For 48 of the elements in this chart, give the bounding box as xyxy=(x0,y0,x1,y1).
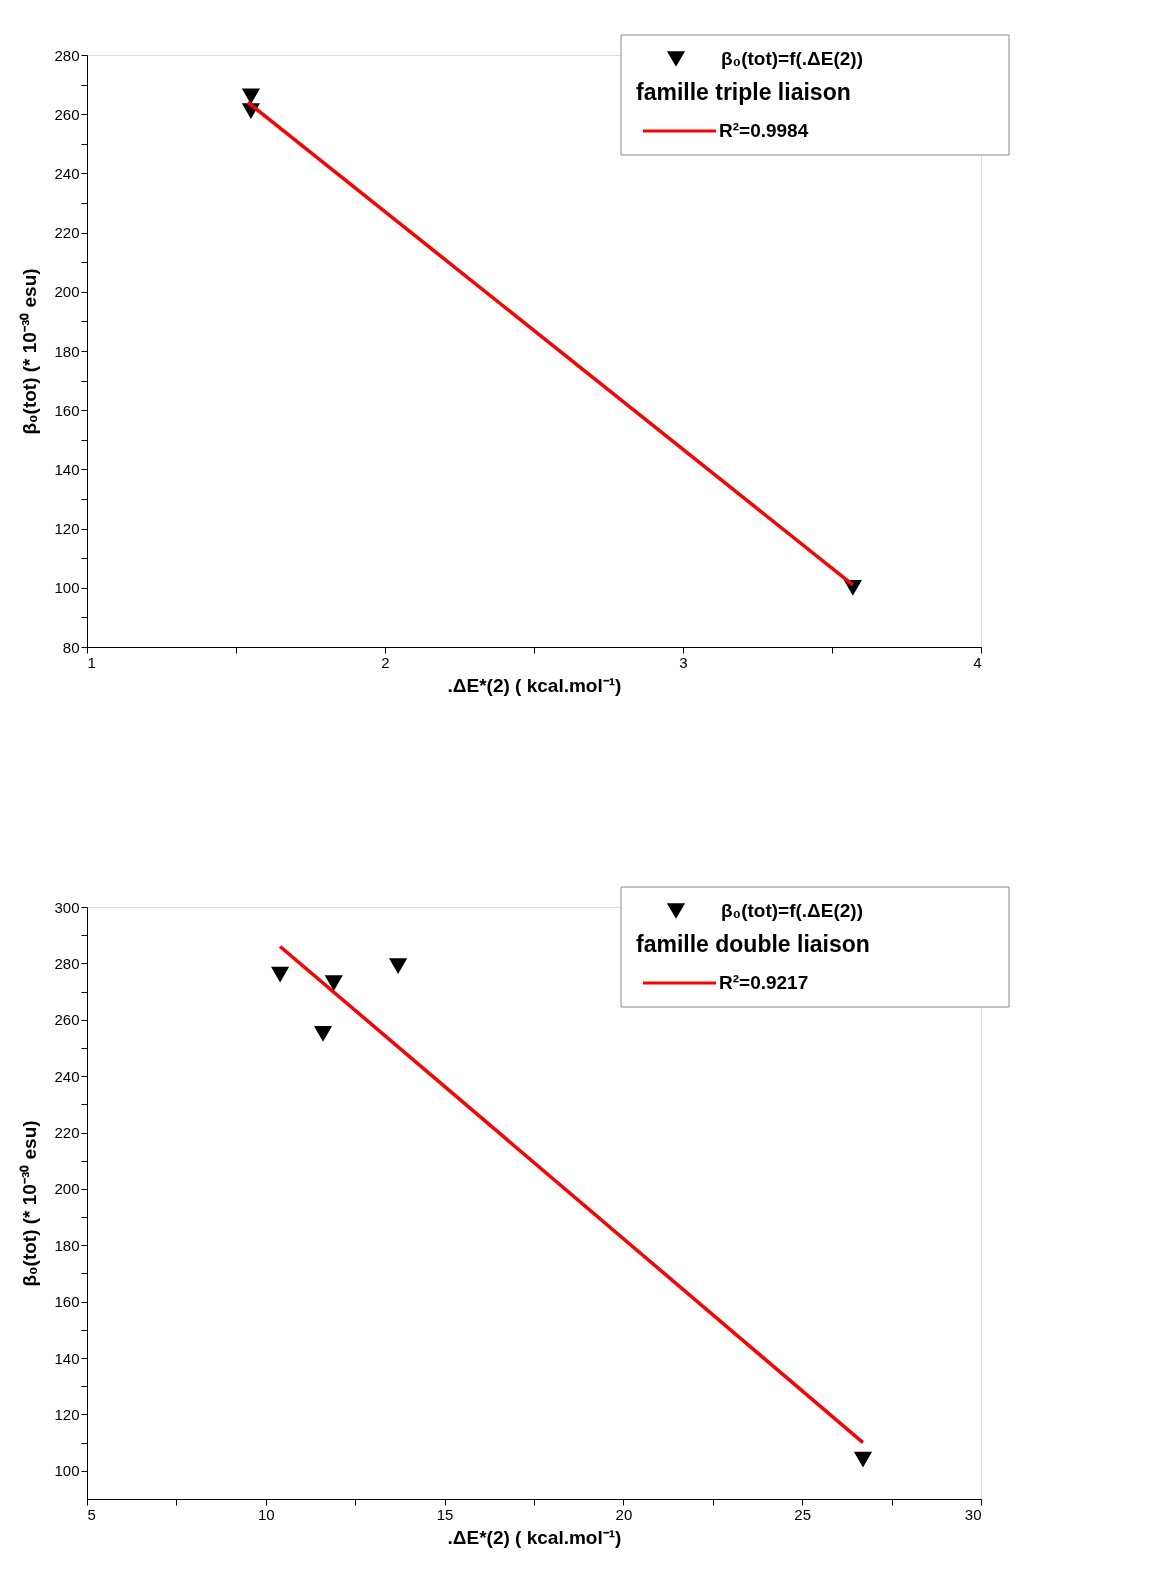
y-axis-title: β₀(tot) (* 10⁻³⁰ esu) xyxy=(19,268,41,435)
y-tick-label: 200 xyxy=(54,1180,80,1198)
y-axis-title: β₀(tot) (* 10⁻³⁰ esu) xyxy=(19,1120,41,1287)
point xyxy=(853,1451,873,1468)
y-tick-label: 280 xyxy=(54,954,80,972)
y-tick-label: 300 xyxy=(54,898,80,916)
y-tick-label: 120 xyxy=(54,1405,80,1423)
x-tick-label: 2 xyxy=(381,653,390,671)
y-tick-label: 220 xyxy=(54,1124,80,1142)
point xyxy=(313,1025,333,1042)
legend-title: famille triple liaison xyxy=(636,79,851,105)
y-tick-label: 280 xyxy=(54,46,80,64)
point xyxy=(389,958,408,975)
point xyxy=(271,966,290,983)
y-tick-label: 240 xyxy=(54,164,80,182)
x-tick-label: 3 xyxy=(679,653,688,671)
x-tick-label: 5 xyxy=(87,1505,96,1523)
x-tick-label: 15 xyxy=(436,1505,454,1523)
x-tick-label: 1 xyxy=(87,653,96,671)
x-axis-title: .ΔE*(2) ( kcal.mol⁻¹) xyxy=(447,674,622,696)
y-tick-label: 180 xyxy=(54,342,80,360)
y-tick-label: 260 xyxy=(54,1011,80,1029)
x-tick-label: 25 xyxy=(794,1505,812,1523)
point xyxy=(324,975,343,991)
y-tick-label: 160 xyxy=(54,401,80,419)
legend-title: famille double liaison xyxy=(636,931,870,957)
legend-label: β₀(tot)=f(.ΔE(2)) xyxy=(721,900,863,921)
x-tick-label: 30 xyxy=(964,1505,982,1523)
y-tick-label: 140 xyxy=(54,460,80,478)
legend-label: β₀(tot)=f(.ΔE(2)) xyxy=(721,48,863,69)
y-tick-label: 240 xyxy=(54,1067,80,1085)
y-tick-label: 100 xyxy=(54,1462,80,1480)
y-tick-label: 80 xyxy=(62,638,80,656)
y-tick-label: 100 xyxy=(54,579,80,597)
y-tick-label: 160 xyxy=(54,1293,80,1311)
legend-label: R²=0.9984 xyxy=(719,120,809,141)
y-tick-label: 260 xyxy=(54,105,80,123)
y-tick-label: 180 xyxy=(54,1236,80,1254)
x-tick-label: 10 xyxy=(257,1505,275,1523)
y-tick-label: 140 xyxy=(54,1349,80,1367)
y-tick-label: 120 xyxy=(54,520,80,538)
legend-label: R²=0.9217 xyxy=(719,972,809,993)
x-tick-label: 4 xyxy=(973,653,982,671)
x-axis-title: .ΔE*(2) ( kcal.mol⁻¹) xyxy=(447,1526,622,1548)
y-tick-label: 200 xyxy=(54,283,80,301)
x-tick-label: 20 xyxy=(615,1505,633,1523)
point xyxy=(241,88,260,105)
y-tick-label: 220 xyxy=(54,224,80,242)
